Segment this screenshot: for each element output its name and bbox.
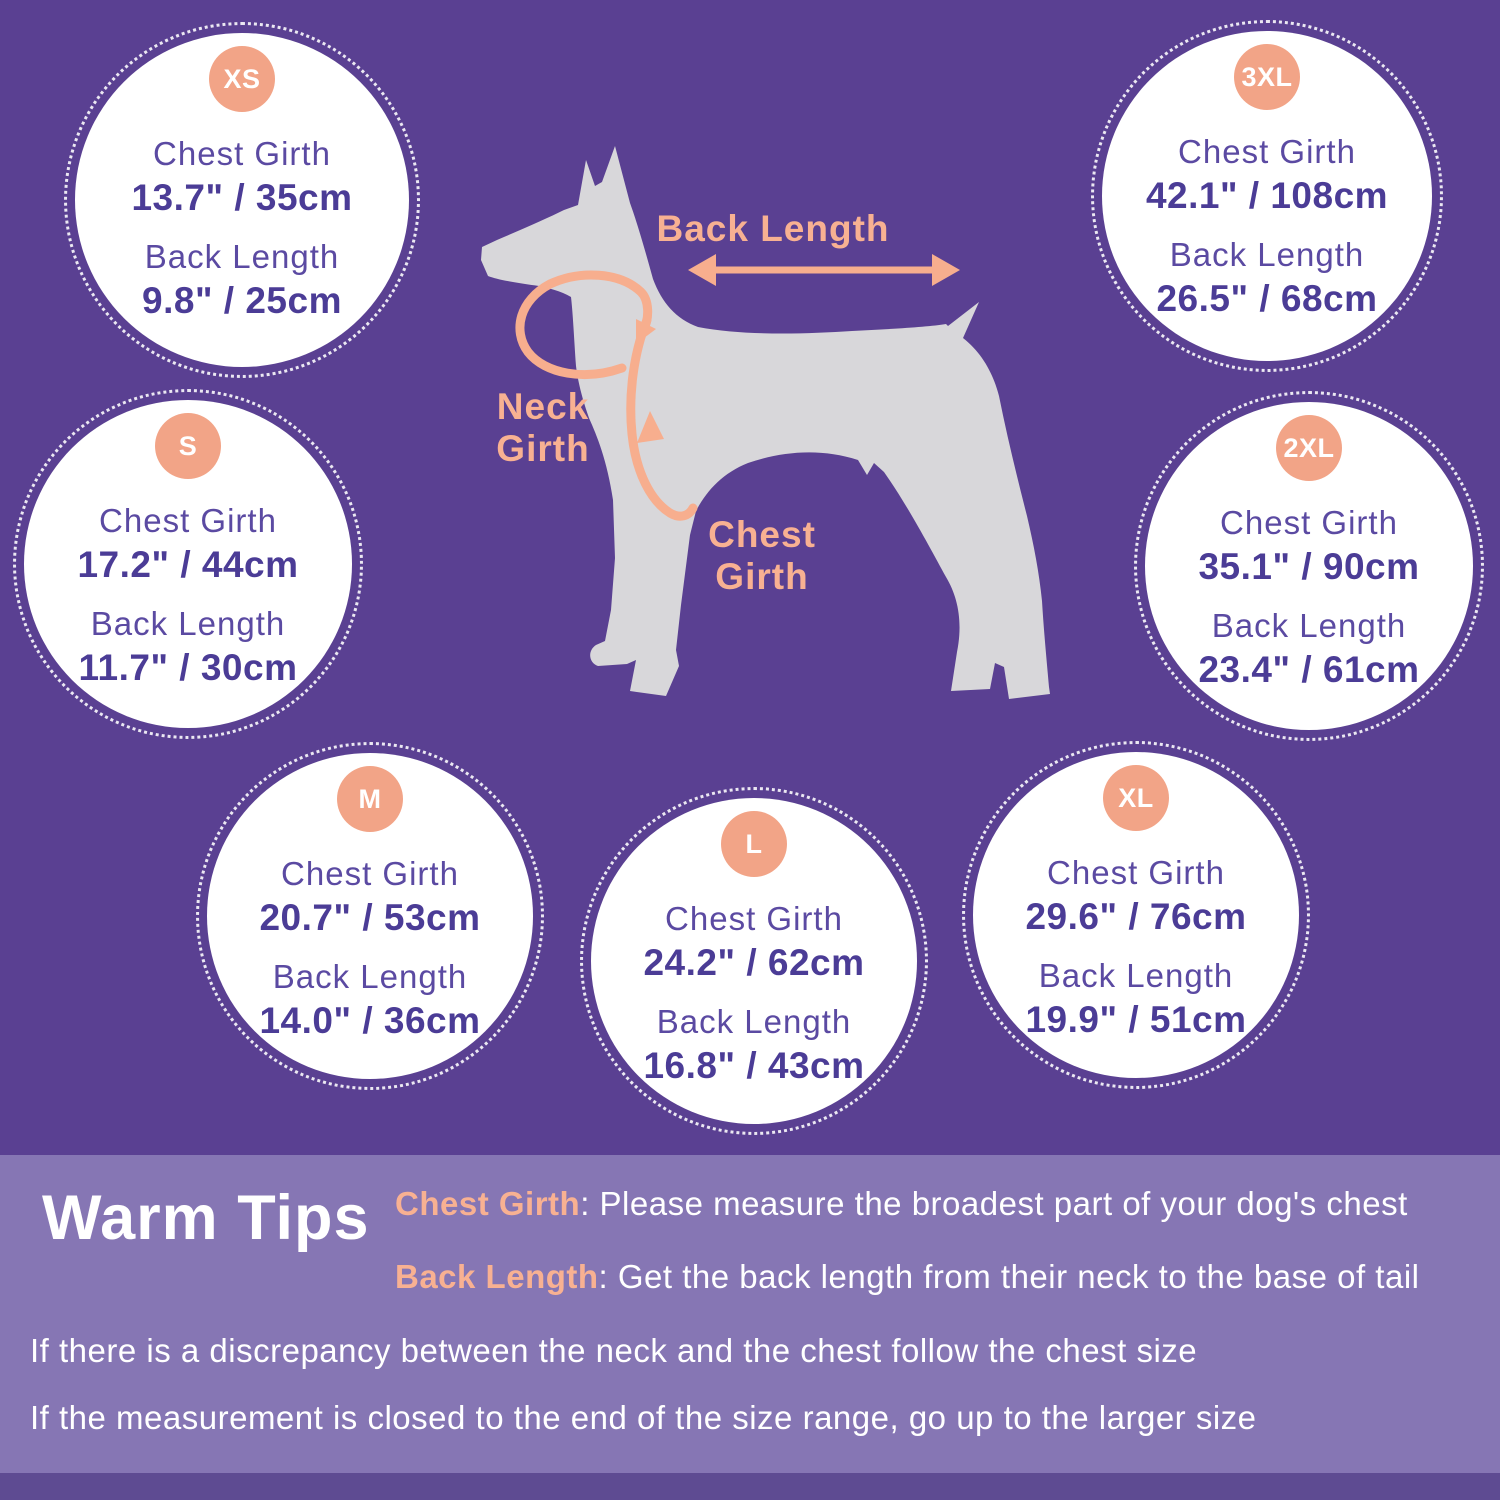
back-length-value: 14.0" / 36cm bbox=[259, 1000, 481, 1042]
back-length-value: 11.7" / 30cm bbox=[78, 647, 298, 689]
chest-girth-label: Chest Girth bbox=[665, 900, 843, 937]
size-circle-m: M Chest Girth 20.7" / 53cm Back Length 1… bbox=[196, 742, 544, 1090]
back-length-label: Back Length bbox=[1169, 235, 1365, 273]
neck-girth-diagram-label: Neck Girth bbox=[496, 386, 590, 469]
chest-girth-diagram-label: Chest Girth bbox=[708, 514, 816, 597]
back-length-label: Back Length bbox=[272, 957, 468, 995]
size-circle-xl-inner: XL Chest Girth 29.6" / 76cm Back Length … bbox=[973, 752, 1299, 1078]
bottom-strip bbox=[0, 1473, 1500, 1500]
back-length-label: Back Length bbox=[1211, 606, 1407, 644]
chest-girth-label: Chest Girth bbox=[1220, 504, 1398, 541]
size-badge-xl: XL bbox=[1103, 765, 1169, 831]
chest-girth-value: 29.6" / 76cm bbox=[1025, 896, 1247, 938]
tip-note-size-range: If the measurement is closed to the end … bbox=[30, 1399, 1257, 1436]
size-badge-2xl: 2XL bbox=[1276, 415, 1342, 481]
back-length-value: 26.5" / 68cm bbox=[1156, 278, 1378, 320]
back-length-label: Back Length bbox=[1038, 956, 1234, 994]
back-length-value: 16.8" / 43cm bbox=[643, 1045, 865, 1087]
size-circle-l: L Chest Girth 24.2" / 62cm Back Length 1… bbox=[580, 787, 928, 1135]
size-badge-m: M bbox=[337, 766, 403, 832]
chest-girth-value: 13.7" / 35cm bbox=[131, 177, 353, 219]
tip-chest-girth: Chest Girth: Please measure the broadest… bbox=[395, 1185, 1408, 1223]
size-circle-3xl-inner: 3XL Chest Girth 42.1" / 108cm Back Lengt… bbox=[1102, 31, 1432, 361]
size-circle-m-inner: M Chest Girth 20.7" / 53cm Back Length 1… bbox=[207, 753, 533, 1079]
size-badge-xs: XS bbox=[209, 46, 275, 112]
back-length-arrow bbox=[688, 254, 960, 286]
tip-back-length-text: : Get the back length from their neck to… bbox=[598, 1258, 1420, 1295]
tip-back-length: Back Length: Get the back length from th… bbox=[395, 1258, 1419, 1296]
chest-girth-label: Chest Girth bbox=[281, 855, 459, 892]
size-circle-2xl: 2XL Chest Girth 35.1" / 90cm Back Length… bbox=[1134, 391, 1484, 741]
back-length-value: 19.9" / 51cm bbox=[1025, 999, 1247, 1041]
back-length-label: Back Length bbox=[656, 1002, 852, 1040]
size-badge-s: S bbox=[155, 413, 221, 479]
chest-girth-value: 42.1" / 108cm bbox=[1145, 175, 1389, 217]
chest-girth-label: Chest Girth bbox=[1178, 133, 1356, 170]
chest-girth-value: 17.2" / 44cm bbox=[77, 544, 299, 586]
warm-tips-panel bbox=[0, 1155, 1500, 1473]
tip-back-length-lead: Back Length bbox=[395, 1258, 599, 1295]
size-badge-3xl: 3XL bbox=[1234, 44, 1300, 110]
size-badge-l: L bbox=[721, 811, 787, 877]
tip-chest-girth-text: : Please measure the broadest part of yo… bbox=[580, 1185, 1408, 1222]
chest-girth-value: 24.2" / 62cm bbox=[643, 942, 865, 984]
chest-girth-value: 35.1" / 90cm bbox=[1198, 546, 1420, 588]
size-circle-xs: XS Chest Girth 13.7" / 35cm Back Length … bbox=[64, 22, 420, 378]
chest-girth-arrow bbox=[626, 315, 698, 521]
back-length-value: 9.8" / 25cm bbox=[142, 280, 342, 322]
size-circle-3xl: 3XL Chest Girth 42.1" / 108cm Back Lengt… bbox=[1091, 20, 1443, 372]
chest-girth-label: Chest Girth bbox=[153, 135, 331, 172]
size-circle-xl: XL Chest Girth 29.6" / 76cm Back Length … bbox=[962, 741, 1310, 1089]
chest-girth-label: Chest Girth bbox=[1047, 854, 1225, 891]
tip-chest-girth-lead: Chest Girth bbox=[395, 1185, 581, 1222]
chest-girth-value: 20.7" / 53cm bbox=[259, 897, 481, 939]
size-circle-s: S Chest Girth 17.2" / 44cm Back Length 1… bbox=[13, 389, 363, 739]
size-circle-l-inner: L Chest Girth 24.2" / 62cm Back Length 1… bbox=[591, 798, 917, 1124]
back-length-diagram-label: Back Length bbox=[656, 208, 890, 249]
warm-tips-title: Warm Tips bbox=[42, 1183, 370, 1253]
back-length-value: 23.4" / 61cm bbox=[1198, 649, 1420, 691]
size-circle-s-inner: S Chest Girth 17.2" / 44cm Back Length 1… bbox=[24, 400, 352, 728]
size-circle-xs-inner: XS Chest Girth 13.7" / 35cm Back Length … bbox=[75, 33, 409, 367]
dog-measurement-diagram bbox=[481, 146, 1050, 699]
back-length-label: Back Length bbox=[90, 604, 286, 642]
chest-girth-label: Chest Girth bbox=[99, 502, 277, 539]
back-length-label: Back Length bbox=[144, 237, 340, 275]
tip-note-discrepancy: If there is a discrepancy between the ne… bbox=[30, 1332, 1198, 1369]
size-circle-2xl-inner: 2XL Chest Girth 35.1" / 90cm Back Length… bbox=[1145, 402, 1473, 730]
